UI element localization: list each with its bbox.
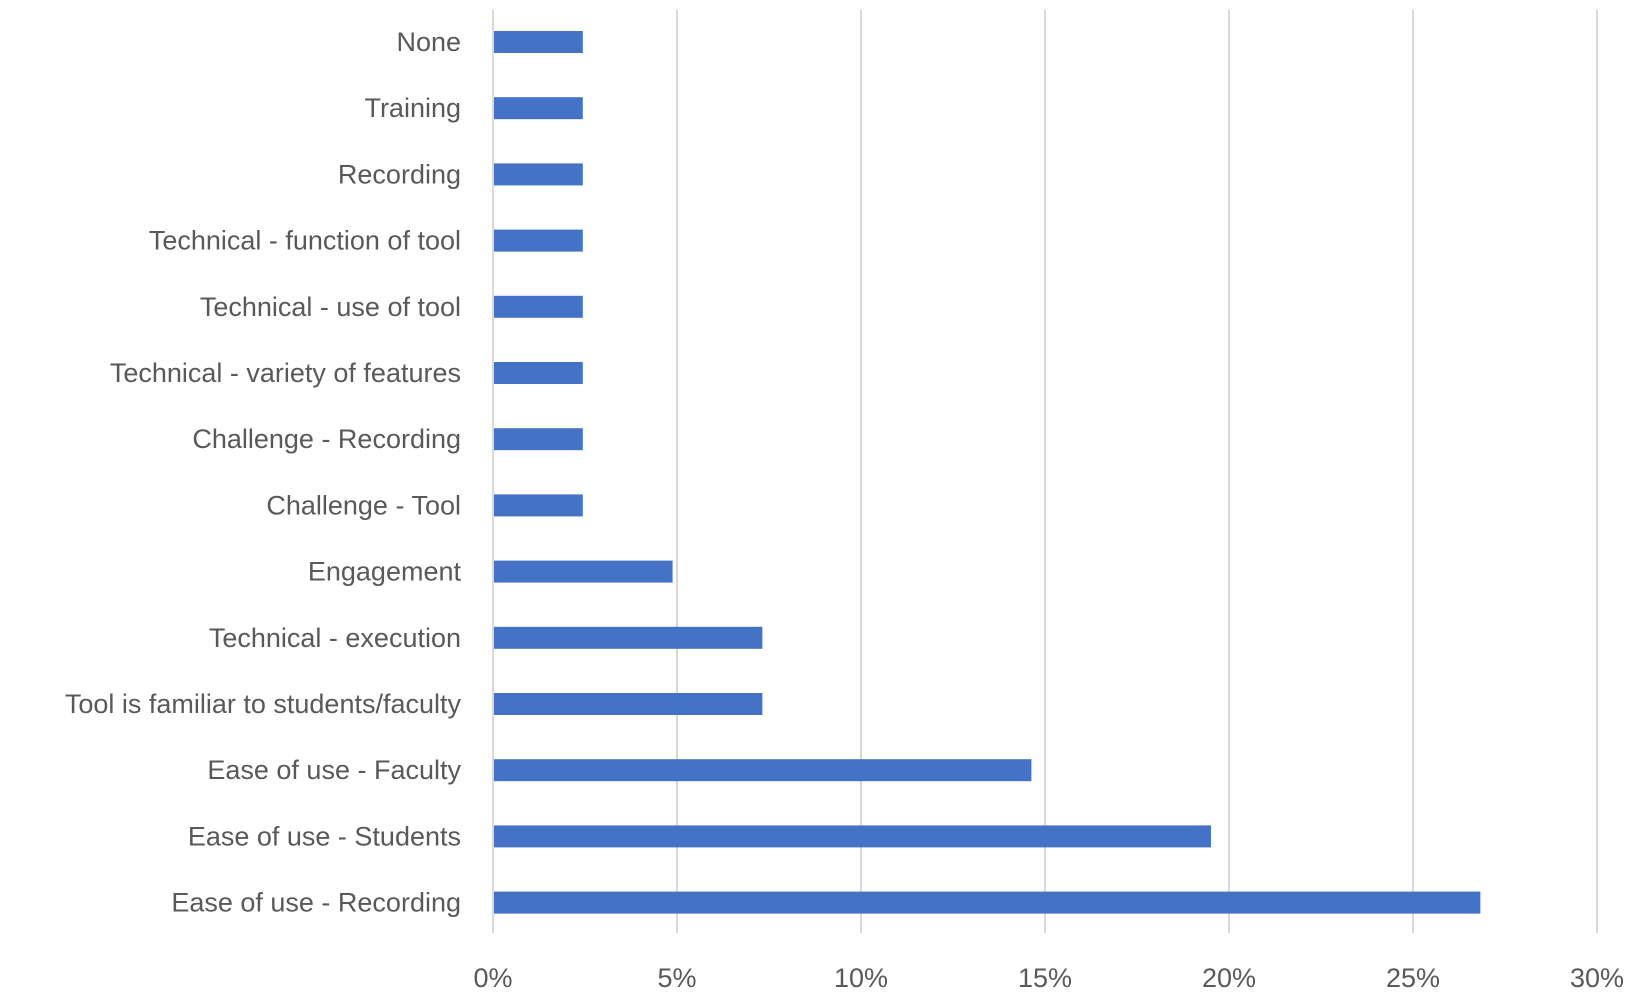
- x-tick-label: 30%: [1570, 963, 1624, 993]
- x-tick-label: 20%: [1202, 963, 1256, 993]
- bar: [494, 362, 583, 384]
- category-label: Engagement: [308, 557, 462, 587]
- category-label: Training: [364, 93, 461, 123]
- x-tick-label: 10%: [834, 963, 888, 993]
- bar: [494, 97, 583, 120]
- bar: [494, 759, 1032, 782]
- category-labels: None Training Recording Technical - functio…: [65, 27, 462, 918]
- bar: [494, 428, 583, 451]
- bar: [494, 693, 763, 715]
- category-label: Tool is familiar to students/faculty: [65, 689, 462, 719]
- category-label: Recording: [338, 159, 461, 189]
- bar: [494, 560, 673, 583]
- category-label: Challenge - Recording: [192, 424, 461, 454]
- category-label: Technical - execution: [209, 623, 461, 653]
- bar: [494, 494, 583, 517]
- category-label: Ease of use - Students: [188, 821, 461, 851]
- bars: [494, 31, 1481, 914]
- category-label: Technical - variety of features: [110, 358, 461, 388]
- x-tick-label: 25%: [1386, 963, 1440, 993]
- category-label: Technical - function of tool: [149, 226, 461, 256]
- x-tick-label: 15%: [1018, 963, 1072, 993]
- category-label: Technical - use of tool: [200, 292, 461, 322]
- bar: [494, 229, 583, 252]
- x-tick-label: 0%: [473, 963, 512, 993]
- bar: [494, 891, 1481, 914]
- bar: [494, 31, 583, 53]
- category-label: Ease of use - Faculty: [207, 755, 461, 785]
- x-axis-tick-labels: 0% 5% 10% 15% 20% 25% 30%: [473, 963, 1624, 993]
- bar: [494, 825, 1211, 848]
- gridlines: [492, 10, 1598, 933]
- category-label: Ease of use - Recording: [171, 888, 461, 918]
- bar: [494, 163, 583, 186]
- bar: [494, 626, 763, 649]
- category-label: Challenge - Tool: [266, 490, 461, 520]
- bar: [494, 295, 583, 318]
- category-label: None: [396, 27, 461, 57]
- x-tick-label: 5%: [657, 963, 696, 993]
